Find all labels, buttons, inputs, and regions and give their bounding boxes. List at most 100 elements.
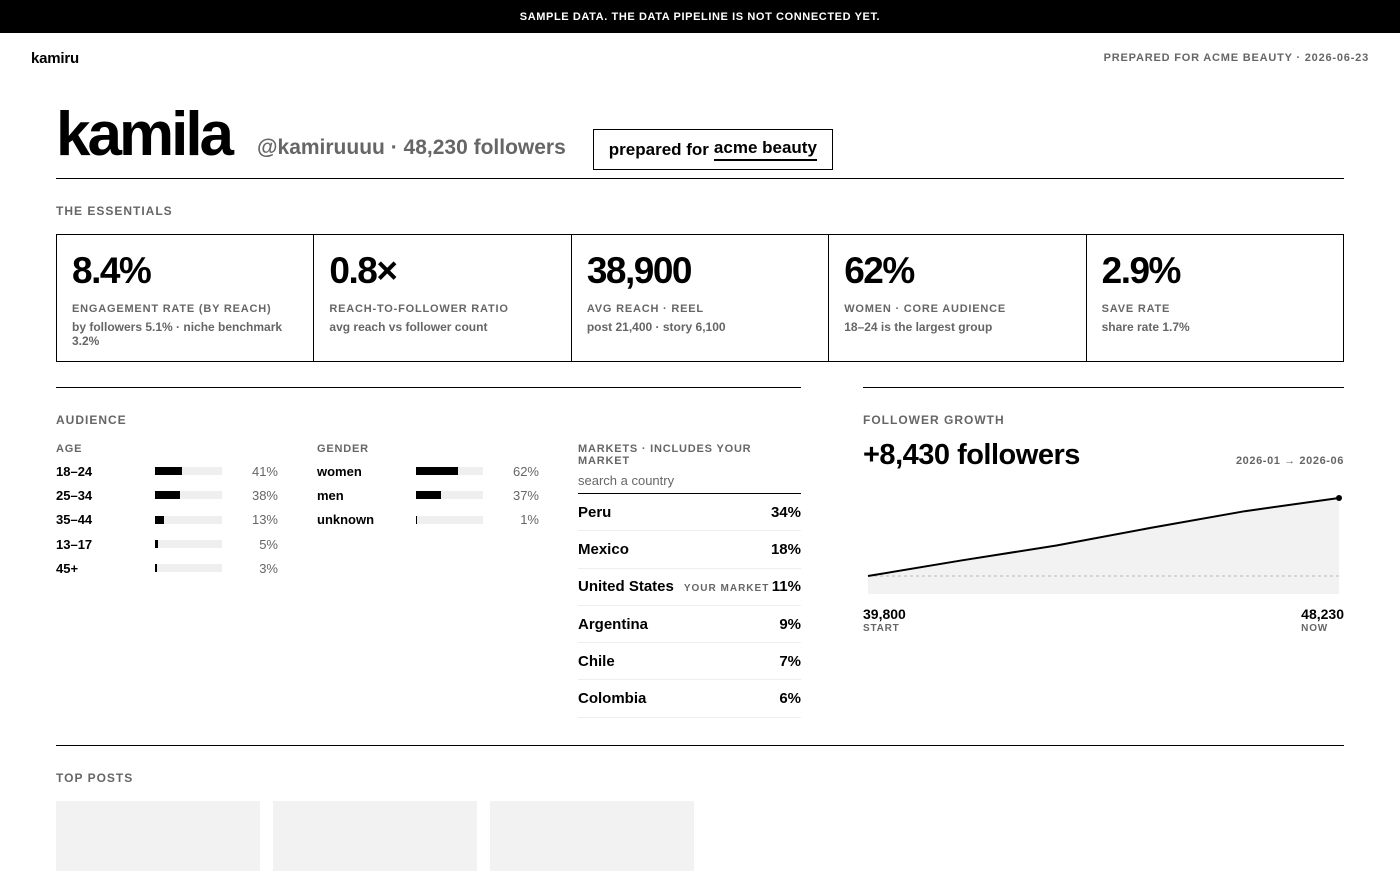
stat-label: REACH-TO-FOLLOWER RATIO <box>329 303 509 315</box>
middle-section: AUDIENCE AGE 18–24 41% 25–34 38% 35–44 13% 13–… <box>56 387 1344 718</box>
bar-percent: 5% <box>259 536 278 552</box>
bar-row: 13–17 5% <box>56 532 317 556</box>
bar-label: 45+ <box>56 560 79 576</box>
bar-label: women <box>317 463 362 479</box>
bar-row: women 62% <box>317 459 578 483</box>
market-row[interactable]: Argentina 9% <box>578 606 801 644</box>
country-search-input[interactable]: search a country <box>578 467 801 494</box>
follower-growth-section: FOLLOWER GROWTH +8,430 followers 2026-01… <box>863 387 1344 718</box>
top-posts-section: TOP POSTS <box>56 744 1344 871</box>
growth-end: 48,230 NOW <box>1301 607 1344 634</box>
end-label: NOW <box>1301 623 1329 634</box>
growth-value: +8,430 followers <box>863 439 1080 471</box>
stat-label: SAVE RATE <box>1101 303 1171 315</box>
market-percent: 6% <box>779 690 801 708</box>
stat-value: 2.9% <box>1101 250 1182 291</box>
gender-column: GENDER women 62% men 37% unknown 1% <box>317 443 578 718</box>
bar-track <box>155 540 222 549</box>
bar-row: 25–34 38% <box>56 483 317 507</box>
growth-start: 39,800 START <box>863 607 906 634</box>
stat-women-audience: 62% WOMEN · CORE AUDIENCE 18–24 is the l… <box>829 235 1087 361</box>
bar-fill <box>416 515 417 524</box>
bar-label: 18–24 <box>56 463 93 479</box>
page-content: kamila @kamiruuuu · 48,230 followers pre… <box>0 83 1400 871</box>
market-row[interactable]: Chile 7% <box>578 643 801 681</box>
stat-sub: avg reach vs follower count <box>329 320 488 334</box>
age-column: AGE 18–24 41% 25–34 38% 35–44 13% 13–17 5% 45+ 3% <box>56 443 317 718</box>
market-row[interactable]: United States YOUR MARKET 11% <box>578 569 801 606</box>
market-name-group: United States YOUR MARKET <box>578 578 769 595</box>
market-percent: 11% <box>771 578 801 596</box>
hero: kamila @kamiruuuu · 48,230 followers pre… <box>56 83 1344 179</box>
stat-label: AVG REACH · REEL <box>586 303 704 315</box>
stat-sub: by followers 5.1% · niche benchmark 3.2% <box>72 320 283 348</box>
market-name-group: Argentina <box>578 616 648 633</box>
market-row[interactable]: Peru 34% <box>578 494 801 532</box>
top-post-thumbnail[interactable] <box>273 800 477 871</box>
growth-heading: FOLLOWER GROWTH <box>863 413 1005 427</box>
growth-line <box>867 497 1340 577</box>
essentials-stats: 8.4% ENGAGEMENT RATE (BY REACH) by follo… <box>56 234 1344 362</box>
market-name-group: Peru <box>578 504 611 521</box>
audience-section: AUDIENCE AGE 18–24 41% 25–34 38% 35–44 13% 13–… <box>56 387 801 718</box>
market-name: Argentina <box>578 615 649 633</box>
bar-track <box>155 564 222 573</box>
top-posts-heading: TOP POSTS <box>56 770 134 785</box>
bar-label: 13–17 <box>56 536 93 552</box>
market-name-group: Colombia <box>578 690 646 707</box>
market-percent: 18% <box>770 540 801 558</box>
bar-fill <box>155 491 181 500</box>
top-post-thumbnail[interactable] <box>56 800 260 871</box>
markets-column: MARKETS · INCLUDES YOUR MARKET search a … <box>578 443 801 718</box>
market-list: Peru 34% Mexico 18% United States YOUR MARKET… <box>578 494 801 718</box>
bar-track <box>155 491 222 500</box>
bar-percent: 1% <box>520 512 539 528</box>
creator-name: kamila <box>56 100 234 169</box>
bar-track <box>416 491 483 500</box>
your-market-tag: YOUR MARKET <box>683 583 770 595</box>
audience-heading: AUDIENCE <box>56 413 127 427</box>
prepared-for-badge: prepared for acme beauty <box>592 129 833 170</box>
bar-fill <box>155 467 183 476</box>
stat-label: ENGAGEMENT RATE (BY REACH) <box>72 303 272 315</box>
brand-logo[interactable]: kamiru <box>31 49 79 67</box>
market-row[interactable]: Colombia 6% <box>578 680 801 718</box>
age-rows: 18–24 41% 25–34 38% 35–44 13% 13–17 5% 45+ 3% <box>56 459 317 580</box>
growth-chart <box>863 490 1344 599</box>
bar-fill <box>416 467 458 476</box>
growth-chart-svg <box>867 495 1342 594</box>
market-percent: 7% <box>779 652 801 670</box>
market-name: Colombia <box>578 690 647 708</box>
market-name: United States <box>578 578 674 596</box>
banner-text: SAMPLE DATA. THE DATA PIPELINE IS NOT CO… <box>519 10 881 23</box>
stat-value: 8.4% <box>72 250 152 291</box>
bar-row: men 37% <box>317 483 578 507</box>
growth-header: +8,430 followers 2026-01 → 2026-06 <box>863 439 1344 472</box>
gender-rows: women 62% men 37% unknown 1% <box>317 459 578 532</box>
stat-sub: share rate 1.7% <box>1101 320 1190 334</box>
prepared-prefix: prepared for <box>608 139 709 159</box>
growth-end-point <box>1336 495 1342 501</box>
stat-value: 62% <box>844 250 915 291</box>
bar-fill <box>155 515 164 524</box>
market-row[interactable]: Mexico 18% <box>578 531 801 569</box>
creator-handle: @kamiruuuu · 48,230 followers <box>257 136 566 159</box>
bar-row: 45+ 3% <box>56 556 317 580</box>
stat-label: WOMEN · CORE AUDIENCE <box>844 303 1007 315</box>
bar-fill <box>155 564 157 573</box>
prepared-brand-link[interactable]: acme beauty <box>713 138 817 161</box>
bar-percent: 38% <box>251 487 278 503</box>
market-name: Mexico <box>578 540 629 558</box>
start-label: START <box>863 623 900 634</box>
stat-engagement-rate: 8.4% ENGAGEMENT RATE (BY REACH) by follo… <box>57 235 315 361</box>
stat-avg-reach: 38,900 AVG REACH · REEL post 21,400 · st… <box>572 235 830 361</box>
age-heading: AGE <box>56 443 83 455</box>
market-name-group: Mexico <box>578 541 629 558</box>
stat-reach-ratio: 0.8× REACH-TO-FOLLOWER RATIO avg reach v… <box>314 235 572 361</box>
top-posts-grid <box>56 800 1344 871</box>
growth-endpoints: 39,800 START 48,230 NOW <box>863 607 1344 634</box>
bar-track <box>416 467 483 476</box>
top-post-thumbnail[interactable] <box>490 800 694 871</box>
stat-sub: 18–24 is the largest group <box>844 320 993 334</box>
top-bar: kamiru PREPARED FOR ACME BEAUTY · 2026-0… <box>0 33 1400 83</box>
